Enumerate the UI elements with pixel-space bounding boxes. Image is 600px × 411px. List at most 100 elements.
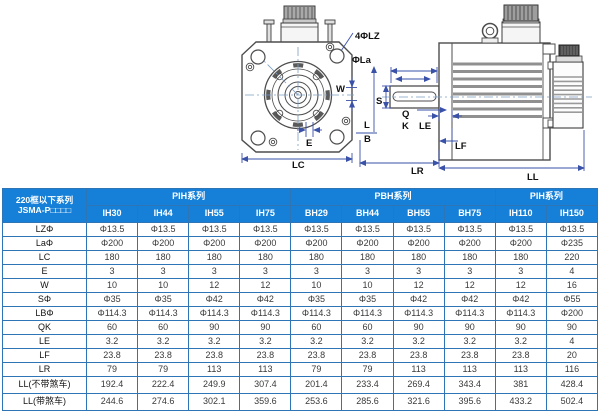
dim-value-cell: 321.6 [392, 393, 445, 411]
dim-value-cell: Φ42 [443, 292, 496, 307]
dim-value-cell: 180 [392, 250, 445, 265]
dim-value-cell: Φ200 [188, 236, 241, 251]
dim-value-cell: 3.2 [239, 334, 292, 349]
spec-table-body: LZΦ Φ13.5 Φ13.5 Φ13.5 Φ13.5 Φ13.5 Φ13.5 Φ13.5 Φ1… [2, 222, 599, 411]
side-view [382, 4, 592, 161]
dim-value-cell: 23.8 [443, 348, 496, 363]
dim-value-cell: 381 [494, 376, 547, 394]
eyebolt [481, 22, 499, 44]
dim-value-cell: 79 [290, 362, 343, 377]
dim-value-cell: 23.8 [239, 348, 292, 363]
dim-value-cell: 12 [239, 278, 292, 293]
table-row: LaΦ Φ200 Φ200 Φ200 Φ200 Φ200 Φ200 Φ200 Φ200 Φ200 Φ… [2, 236, 599, 251]
label-e: E [306, 138, 312, 149]
label-l: L [364, 120, 370, 131]
dim-value-cell: 3.2 [85, 334, 139, 349]
dim-value-cell: Φ114.3 [239, 306, 292, 321]
label-s: S [376, 96, 382, 107]
dim-value-cell: 180 [239, 250, 292, 265]
dim-value-cell: 60 [290, 320, 343, 335]
dim-value-cell: 10 [137, 278, 190, 293]
table-row: LR 79 79 113 113 79 79 113 113 113 116 [2, 362, 599, 377]
dim-value-cell: 3.2 [494, 334, 547, 349]
dim-value-cell: Φ114.3 [290, 306, 343, 321]
shaft [389, 85, 440, 109]
dim-value-cell: Φ114.3 [341, 306, 394, 321]
dim-value-cell: 222.4 [137, 376, 190, 394]
dim-value-cell: 90 [494, 320, 547, 335]
dim-value-cell: Φ235 [545, 236, 599, 251]
front-view [241, 5, 354, 153]
front-centerlines [245, 47, 354, 150]
table-row: SΦ Φ35 Φ35 Φ42 Φ42 Φ35 Φ35 Φ42 Φ42 Φ42 Φ55 [2, 292, 599, 307]
dim-value-cell: Φ114.3 [443, 306, 496, 321]
dim-row-label: LL(不带煞车) [2, 376, 87, 394]
label-lc: LC [292, 160, 305, 171]
dim-value-cell: 12 [188, 278, 241, 293]
dim-row-label: W [2, 278, 87, 293]
dim-row-label: LZΦ [2, 222, 87, 237]
dim-row-label: QK [2, 320, 87, 335]
dim-value-cell: 10 [290, 278, 343, 293]
dim-value-cell: Φ42 [392, 292, 445, 307]
power-connector [501, 4, 541, 44]
dim-value-cell: 3 [392, 264, 445, 279]
dim-row-label: LR [2, 362, 87, 377]
dim-value-cell: 180 [137, 250, 190, 265]
dim-value-cell: Φ13.5 [239, 222, 292, 237]
dim-value-cell: 23.8 [494, 348, 547, 363]
dim-value-cell: 12 [494, 278, 547, 293]
label-w: W [336, 84, 345, 95]
dim-value-cell: 180 [341, 250, 394, 265]
dim-value-cell: 253.6 [290, 393, 343, 411]
dim-value-cell: 180 [494, 250, 547, 265]
dim-value-cell: 113 [188, 362, 241, 377]
dim-value-cell: 3.2 [443, 334, 496, 349]
model-header: BH29 [290, 205, 343, 223]
dim-row-label: LC [2, 250, 87, 265]
dim-value-cell: Φ42 [494, 292, 547, 307]
dim-value-cell: 90 [443, 320, 496, 335]
dim-value-cell: 249.9 [188, 376, 241, 394]
dim-value-cell: Φ13.5 [341, 222, 394, 237]
model-header: BH75 [443, 205, 496, 223]
dim-row-label: E [2, 264, 87, 279]
table-row: LBΦ Φ114.3 Φ114.3 Φ114.3 Φ114.3 Φ114.3 Φ114.3 Φ… [2, 306, 599, 321]
dim-row-label: LBΦ [2, 306, 87, 321]
label-b: B [364, 134, 371, 145]
label-q: Q [402, 109, 409, 120]
dim-value-cell: 359.6 [239, 393, 292, 411]
dim-value-cell: 90 [392, 320, 445, 335]
dim-value-cell: 3 [494, 264, 547, 279]
dim-value-cell: 90 [188, 320, 241, 335]
dim-value-cell: 3 [137, 264, 190, 279]
model-header: BH55 [392, 205, 445, 223]
dim-value-cell: 113 [494, 362, 547, 377]
dim-value-cell: Φ200 [239, 236, 292, 251]
dim-value-cell: 113 [443, 362, 496, 377]
dim-value-cell: Φ13.5 [443, 222, 496, 237]
dim-value-cell: 10 [85, 278, 139, 293]
dim-value-cell: Φ200 [494, 236, 547, 251]
dim-value-cell: 274.6 [137, 393, 190, 411]
dim-value-cell: 79 [341, 362, 394, 377]
dim-value-cell: Φ35 [290, 292, 343, 307]
drawing-labels: 4ΦLZ ΦLa W E LC S Q K L B LE LF LR LL [292, 31, 539, 183]
dim-value-cell: Φ13.5 [137, 222, 190, 237]
dim-value-cell: 3 [85, 264, 139, 279]
dim-value-cell: 201.4 [290, 376, 343, 394]
dim-row-label: LL(带煞车) [2, 393, 87, 411]
label-lf: LF [455, 141, 467, 152]
dim-value-cell: Φ13.5 [85, 222, 139, 237]
dim-value-cell: 220 [545, 250, 599, 265]
dim-value-cell: Φ35 [341, 292, 394, 307]
small-screw-holes [245, 42, 351, 147]
table-row: LL(不带煞车) 192.4 222.4 249.9 307.4 201.4 233.4 26… [2, 376, 599, 394]
dim-value-cell: 12 [443, 278, 496, 293]
dim-value-cell: 233.4 [341, 376, 394, 394]
table-row: LL(带煞车) 244.6 274.6 302.1 359.6 253.6 285.6 321… [2, 393, 599, 411]
spec-table: 220框以下系列 JSMA-P□□□□ PIH系列 PBH系列 PIH系列 IH30 IH4… [2, 188, 599, 411]
dim-value-cell: Φ200 [85, 236, 139, 251]
dim-value-cell: 307.4 [239, 376, 292, 394]
